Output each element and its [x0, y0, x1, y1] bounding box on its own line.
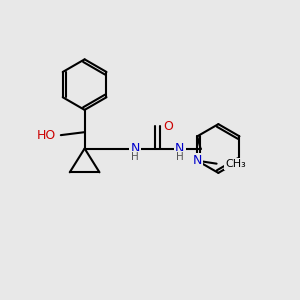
Text: N: N — [130, 142, 140, 155]
Text: H: H — [131, 152, 139, 162]
Text: N: N — [193, 154, 202, 167]
Text: N: N — [175, 142, 184, 155]
Text: H: H — [176, 152, 184, 162]
Text: CH₃: CH₃ — [225, 159, 246, 169]
Text: HO: HO — [37, 129, 56, 142]
Text: O: O — [163, 120, 173, 133]
